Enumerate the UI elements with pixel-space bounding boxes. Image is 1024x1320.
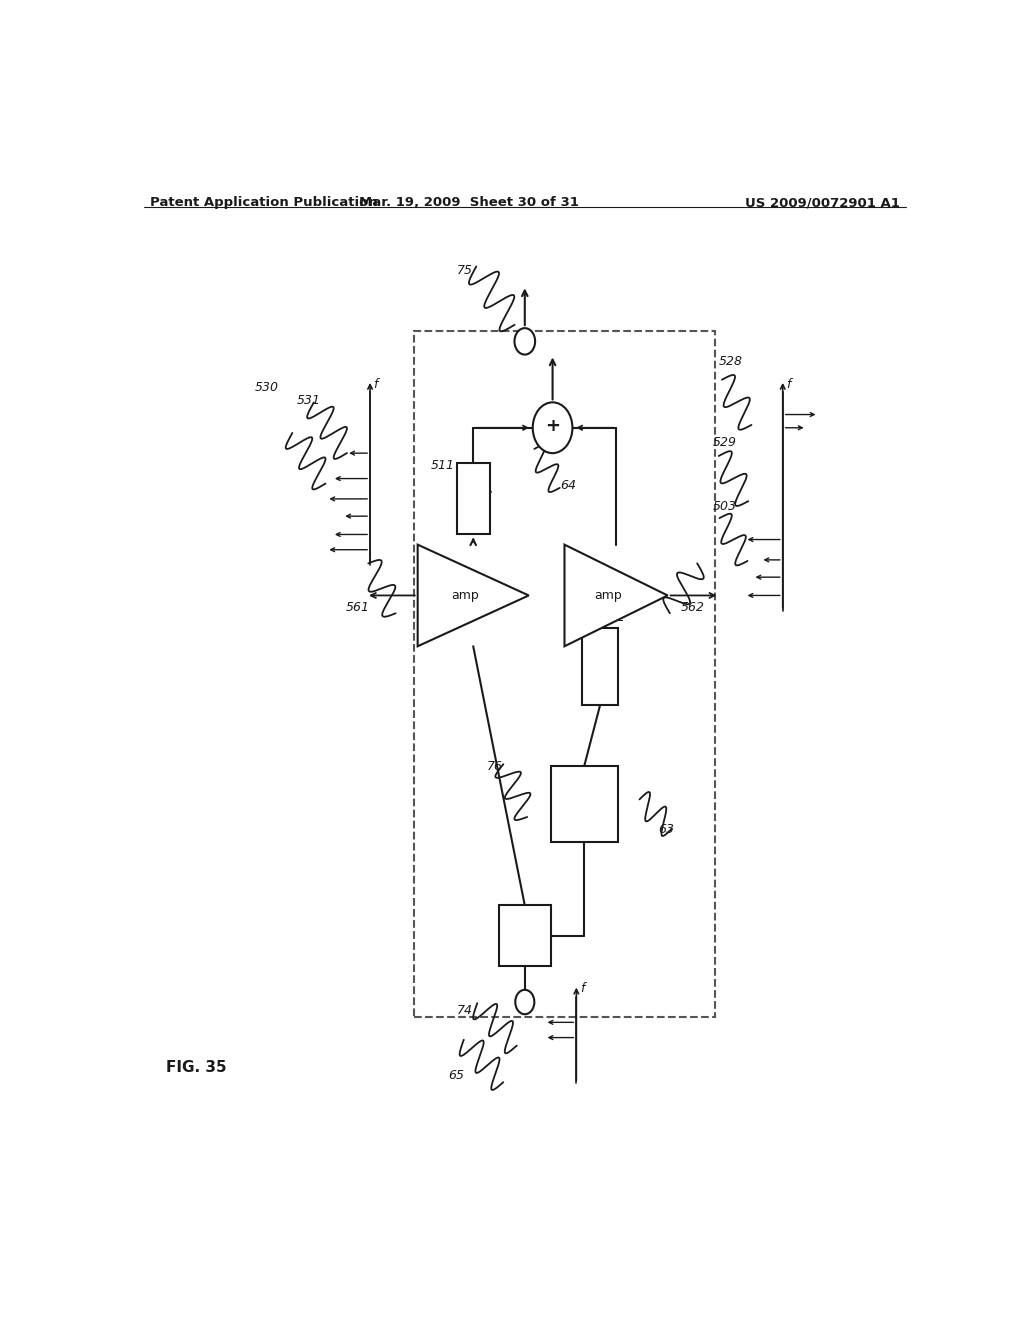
- Text: f: f: [786, 378, 791, 391]
- Circle shape: [515, 990, 535, 1014]
- Text: 503: 503: [713, 499, 737, 512]
- Text: amp: amp: [452, 589, 479, 602]
- Polygon shape: [418, 545, 528, 647]
- Text: 75: 75: [458, 264, 473, 277]
- Bar: [499, 906, 551, 966]
- Text: f: f: [374, 378, 378, 391]
- Text: +: +: [545, 417, 560, 434]
- Text: FIG. 35: FIG. 35: [166, 1060, 226, 1076]
- Text: 530: 530: [255, 380, 279, 393]
- Text: Patent Application Publication: Patent Application Publication: [151, 195, 378, 209]
- Circle shape: [532, 403, 572, 453]
- Text: amp: amp: [594, 589, 622, 602]
- Bar: [457, 463, 489, 535]
- Text: ation circuit: ation circuit: [556, 818, 612, 828]
- Text: 562: 562: [681, 601, 706, 614]
- Text: 74: 74: [458, 1003, 473, 1016]
- Text: 561: 561: [346, 601, 370, 614]
- Text: 63: 63: [658, 822, 674, 836]
- Text: US 2009/0072901 A1: US 2009/0072901 A1: [744, 195, 899, 209]
- Bar: [551, 766, 618, 842]
- Text: 529: 529: [713, 437, 737, 450]
- Text: 64: 64: [560, 479, 577, 492]
- Circle shape: [514, 329, 536, 355]
- Text: anti-phase: anti-phase: [559, 779, 609, 788]
- Bar: [583, 628, 618, 705]
- Text: Mar. 19, 2009  Sheet 30 of 31: Mar. 19, 2009 Sheet 30 of 31: [359, 195, 580, 209]
- Text: 511: 511: [431, 459, 455, 471]
- Polygon shape: [564, 545, 668, 647]
- Text: 76: 76: [486, 760, 503, 772]
- Text: 531: 531: [297, 393, 321, 407]
- Text: 65: 65: [447, 1069, 464, 1081]
- Text: 512: 512: [602, 611, 626, 624]
- Text: 528: 528: [719, 355, 743, 368]
- Text: IMD3 gener-: IMD3 gener-: [555, 799, 613, 808]
- Bar: [414, 331, 715, 1018]
- Text: f: f: [580, 982, 584, 995]
